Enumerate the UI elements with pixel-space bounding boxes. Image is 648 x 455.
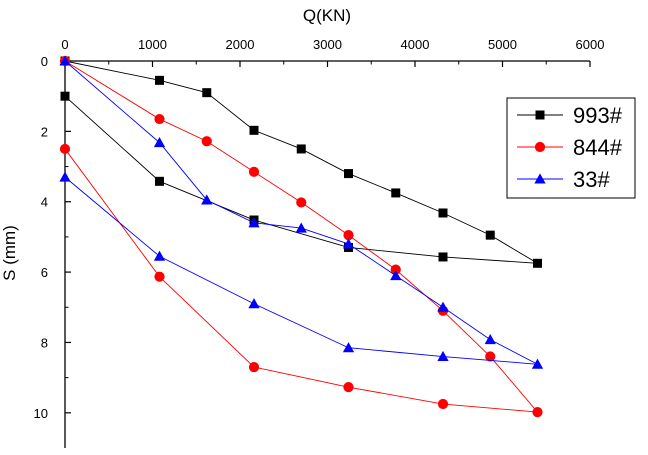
x-tick-label-5000: 5000 <box>488 37 517 52</box>
y-tick-label-10: 10 <box>34 406 48 421</box>
series-993# <box>60 56 542 268</box>
data-point-844# <box>248 361 260 373</box>
data-point-33# <box>342 342 355 353</box>
y-ticks-group: 0 2 4 6 8 10 <box>34 54 71 421</box>
data-point-993# <box>485 230 495 240</box>
data-point-993# <box>60 91 70 101</box>
legend-item-844#: 844# <box>517 135 623 160</box>
data-point-993# <box>438 252 448 262</box>
data-point-33# <box>484 334 496 345</box>
x-ticks-group: 0 1000 2000 3000 4000 5000 6000 <box>61 37 604 67</box>
legend-label-33#: 33# <box>573 167 610 192</box>
x-tick-label-1000: 1000 <box>138 37 167 52</box>
data-point-33# <box>437 350 449 362</box>
y-axis-title: S (mm) <box>0 225 19 281</box>
legend: 993# 844# 33# <box>506 97 636 199</box>
legend-item-993#: 993# <box>517 103 623 128</box>
data-point-33# <box>390 269 402 281</box>
y-tick-label-8: 8 <box>41 335 48 350</box>
legend-item-33#: 33# <box>517 167 610 192</box>
data-point-844# <box>154 271 165 282</box>
data-point-993# <box>344 169 353 179</box>
data-point-33# <box>437 301 449 312</box>
data-point-993# <box>391 188 401 198</box>
x-tick-label-0: 0 <box>61 37 68 52</box>
y-tick-label-2: 2 <box>41 124 48 139</box>
legend-marker-33# <box>534 173 546 184</box>
data-point-33# <box>153 136 166 148</box>
y-tick-label-4: 4 <box>41 195 48 210</box>
data-point-33# <box>153 250 166 261</box>
data-point-844# <box>154 113 165 125</box>
data-point-844# <box>437 398 449 410</box>
x-tick-label-3000: 3000 <box>313 37 342 52</box>
data-point-993# <box>249 125 259 135</box>
data-point-844# <box>485 351 496 362</box>
data-point-844# <box>390 264 401 275</box>
data-point-993# <box>155 75 164 85</box>
y-tick-label-0: 0 <box>41 54 48 69</box>
data-point-33# <box>59 55 71 66</box>
data-point-33# <box>248 298 260 309</box>
data-point-33# <box>295 222 307 233</box>
data-point-33# <box>59 171 71 182</box>
data-point-33# <box>201 194 213 205</box>
data-point-993# <box>296 144 306 154</box>
series-33# <box>59 55 544 369</box>
series-layer <box>59 55 544 418</box>
data-point-844# <box>532 407 543 418</box>
data-point-844# <box>248 166 260 177</box>
legend-marker-844# <box>534 141 546 153</box>
data-point-844# <box>296 197 307 208</box>
data-point-993# <box>533 258 542 268</box>
data-point-33# <box>248 217 260 228</box>
data-point-844# <box>343 382 354 393</box>
x-tick-label-6000: 6000 <box>576 37 605 52</box>
data-point-844# <box>59 143 71 155</box>
data-point-33# <box>342 238 355 249</box>
x-tick-label-4000: 4000 <box>401 37 430 52</box>
legend-label-993#: 993# <box>573 103 623 128</box>
legend-entries: 993# 844# 33# <box>517 103 623 192</box>
data-point-844# <box>343 230 354 241</box>
x-axis-title: Q(KN) <box>303 6 351 25</box>
legend-marker-993# <box>535 110 545 120</box>
data-point-993# <box>202 88 212 98</box>
y-tick-label-6: 6 <box>41 265 48 280</box>
series-line-993# <box>64 60 538 264</box>
x-tick-label-2000: 2000 <box>226 37 255 52</box>
data-point-33# <box>531 358 544 369</box>
legend-label-844#: 844# <box>573 135 623 160</box>
series-line-33# <box>64 60 538 365</box>
data-point-993# <box>155 176 164 186</box>
data-point-844# <box>201 136 212 147</box>
series-844# <box>59 55 543 418</box>
data-point-993# <box>438 208 448 218</box>
